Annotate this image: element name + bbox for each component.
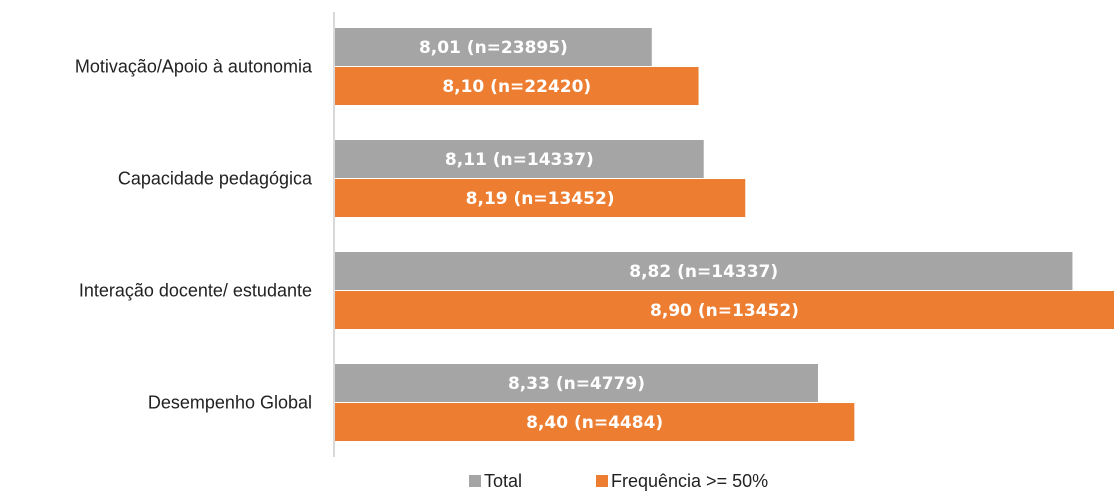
bar-frequencia xyxy=(335,403,855,441)
bar-data-label: 8,01 (n=23895) xyxy=(419,38,568,58)
legend-label: Frequência >= 50% xyxy=(611,471,768,491)
legend: Total Frequência >= 50% xyxy=(469,471,768,491)
bar-data-label: 8,19 (n=13452) xyxy=(466,189,615,209)
legend-label: Total xyxy=(484,471,522,491)
bar-total xyxy=(335,140,704,178)
bar-frequencia xyxy=(335,179,746,217)
bar-data-label: 8,82 (n=14337) xyxy=(629,262,778,282)
legend-swatch xyxy=(596,475,608,487)
category-label: Motivação/Apoio à autonomia xyxy=(75,57,313,77)
category-label: Interação docente/ estudante xyxy=(79,281,312,301)
category-labels: Motivação/Apoio à autonomia Capacidade pe… xyxy=(75,57,313,413)
legend-swatch xyxy=(469,475,481,487)
bar-data-label: 8,90 (n=13452) xyxy=(650,301,799,321)
bar-frequencia xyxy=(335,67,699,105)
bar-total xyxy=(335,364,818,402)
bars xyxy=(335,28,1114,441)
bar-data-label: 8,10 (n=22420) xyxy=(442,77,591,97)
category-label: Capacidade pedagógica xyxy=(118,169,313,189)
bar-total xyxy=(335,28,652,66)
category-label: Desempenho Global xyxy=(148,393,312,413)
bar-data-label: 8,11 (n=14337) xyxy=(445,150,594,170)
bar-total xyxy=(335,252,1073,290)
bar-data-labels: 8,01 (n=23895) 8,10 (n=22420) 8,11 (n=1433… xyxy=(419,38,799,433)
bar-data-label: 8,33 (n=4779) xyxy=(508,374,645,394)
bar-frequencia xyxy=(335,291,1114,329)
bar-data-label: 8,40 (n=4484) xyxy=(526,413,663,433)
